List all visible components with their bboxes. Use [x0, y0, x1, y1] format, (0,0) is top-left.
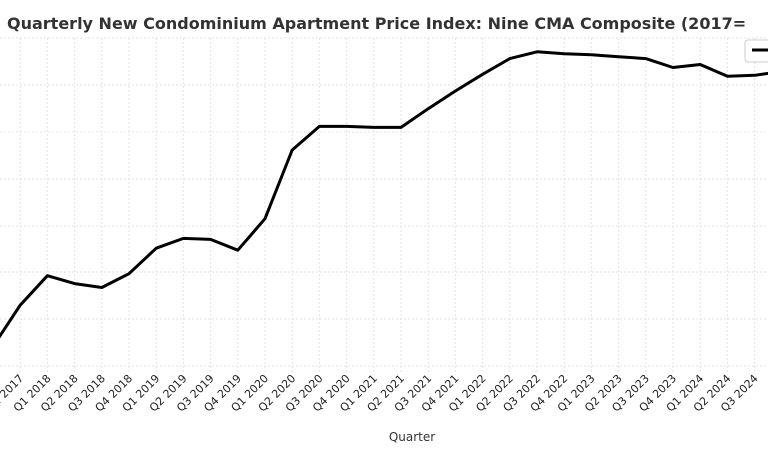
legend	[744, 39, 768, 63]
series-line-0	[0, 50, 768, 339]
chart-title: Quarterly New Condominium Apartment Pric…	[7, 14, 747, 33]
series-layer	[0, 50, 768, 339]
x-axis-title: Quarter	[389, 430, 435, 444]
grid	[0, 37, 768, 374]
